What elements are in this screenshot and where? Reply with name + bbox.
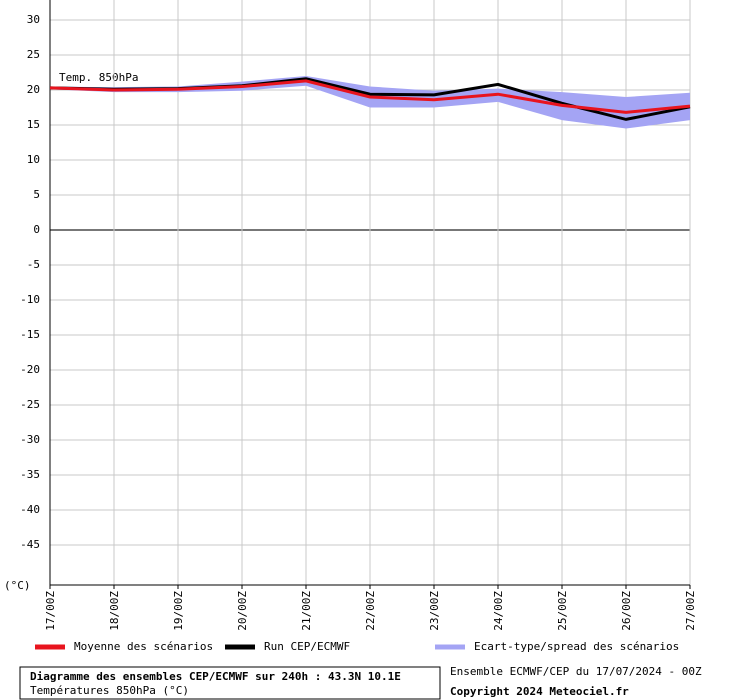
series-line [49, 79, 691, 114]
x-tick-label: 18/00Z [108, 591, 121, 631]
y-tick-label: 15 [27, 118, 40, 131]
legend-label: Run CEP/ECMWF [264, 640, 350, 653]
footer-box [19, 666, 441, 700]
y-tick-label: -35 [20, 468, 40, 481]
y-tick-label: -40 [20, 503, 40, 516]
x-tick-label: 19/00Z [172, 591, 185, 631]
y-tick-label: -30 [20, 433, 40, 446]
x-tick-label: 17/00Z [44, 591, 57, 631]
y-tick-label: -10 [20, 293, 40, 306]
y-tick-label: 0 [33, 223, 40, 236]
legend-label: Ecart-type/spread des scénarios [474, 640, 679, 653]
copyright: Copyright 2024 Meteociel.fr [450, 685, 629, 698]
y-tick-label: -20 [20, 363, 40, 376]
y-tick-label: -45 [20, 538, 40, 551]
x-tick-label: 25/00Z [556, 591, 569, 631]
legend-label: Moyenne des scénarios [74, 640, 213, 653]
x-tick-label: 24/00Z [492, 591, 505, 631]
x-tick-label: 20/00Z [236, 591, 249, 631]
footer-subtitle: Températures 850hPa (°C) [30, 684, 189, 697]
y-unit: (°C) [4, 579, 31, 592]
x-tick-label: 22/00Z [364, 591, 377, 631]
y-tick-label: 20 [27, 83, 40, 96]
y-tick-label: 30 [27, 13, 40, 26]
y-tick-label: -5 [27, 258, 40, 271]
y-tick-label: -25 [20, 398, 40, 411]
x-tick-label: 27/00Z [684, 591, 697, 631]
y-tick-label: 10 [27, 153, 40, 166]
footer-title: Diagramme des ensembles CEP/ECMWF sur 24… [30, 670, 401, 683]
run-info: Ensemble ECMWF/CEP du 17/07/2024 - 00Z [450, 665, 702, 678]
x-tick-label: 23/00Z [428, 591, 441, 631]
x-tick-label: 26/00Z [620, 591, 633, 631]
y-tick-label: 5 [33, 188, 40, 201]
y-tick-label: 25 [27, 48, 40, 61]
x-tick-label: 21/00Z [300, 591, 313, 631]
annotation: Temp. 850hPa [59, 71, 138, 84]
y-tick-label: -15 [20, 328, 40, 341]
